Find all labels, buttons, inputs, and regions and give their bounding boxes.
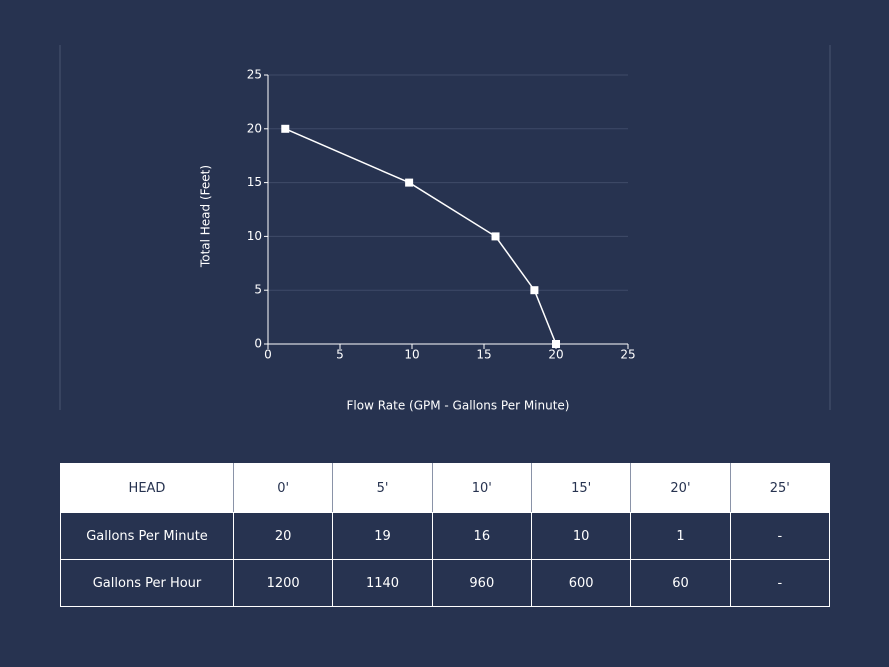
cell: 1200	[232, 559, 334, 607]
x-tick-label: 10	[404, 348, 419, 362]
x-tick-label: 25	[620, 348, 635, 362]
marker	[281, 124, 290, 133]
y-tick-label: 0	[254, 337, 262, 351]
table-row: HEAD 0' 5' 10' 15' 20' 25'	[60, 463, 831, 513]
marker	[552, 340, 560, 348]
table-row: Gallons Per Minute 20 19 16 10 1-	[60, 512, 831, 560]
cell: 16	[431, 512, 532, 560]
header-cell: 20'	[630, 463, 731, 513]
marker	[405, 178, 414, 187]
y-axis-label: Total Head (Feet)	[199, 165, 213, 268]
y-tick-label: 20	[247, 121, 262, 135]
x-tick-label: 5	[336, 348, 344, 362]
x-axis-label: Flow Rate (GPM - Gallons Per Minute)	[346, 399, 569, 413]
cell: Gallons Per Hour	[60, 559, 234, 607]
x-tick-label: 0	[264, 348, 272, 362]
y-tick-label: 10	[247, 229, 262, 243]
header-cell: 10'	[431, 463, 532, 513]
cell: 1140	[332, 559, 433, 607]
cell: 960	[431, 559, 532, 607]
cell: 1	[630, 512, 731, 560]
y-tick-label: 5	[254, 283, 262, 297]
cell: 600	[530, 559, 632, 607]
cell: Gallons Per Minute	[60, 512, 234, 560]
data-table: HEAD 0' 5' 10' 15' 20' 25' Gallons Per Minute 20…	[60, 463, 831, 607]
chart: Flow Rate (GPM - Gallons Per Minute) Tot…	[59, 45, 831, 413]
cell: 20	[232, 512, 334, 560]
cell: 10	[530, 512, 632, 560]
y-tick-label: 25	[247, 68, 262, 82]
table-row: Gallons Per Hour 1200 1140 960 600 60-	[60, 559, 831, 607]
header-cell: HEAD	[60, 463, 234, 513]
cell: -	[729, 559, 831, 607]
cell: 19	[332, 512, 433, 560]
cell: -	[729, 512, 831, 560]
cell: 60	[630, 559, 731, 607]
x-tick-label: 15	[476, 348, 491, 362]
header-cell: 0'	[232, 463, 334, 513]
header-cell: 25'	[729, 463, 831, 513]
marker	[491, 232, 500, 241]
x-tick-label: 20	[548, 348, 563, 362]
header-cell: 5'	[332, 463, 433, 513]
header-cell: 15'	[530, 463, 632, 513]
marker	[530, 286, 539, 295]
y-tick-label: 15	[247, 175, 262, 189]
